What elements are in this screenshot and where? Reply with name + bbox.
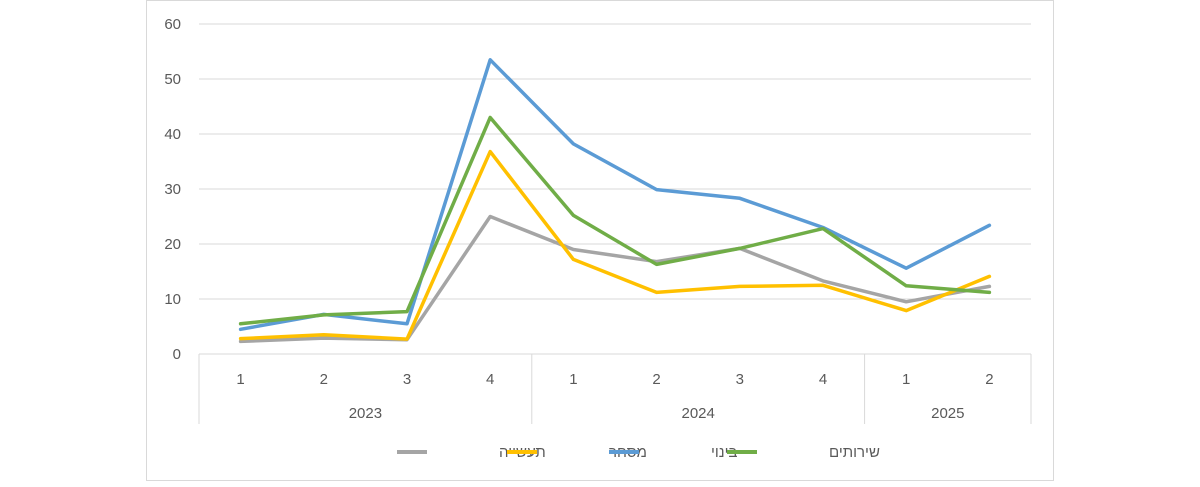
y-axis: 0 10 20 30 40 50 60	[164, 16, 181, 363]
y-tick-label: 40	[164, 126, 181, 143]
y-tick-label: 20	[164, 236, 181, 253]
gridlines	[199, 23, 1031, 355]
y-tick-label: 60	[164, 16, 181, 33]
y-tick-label: 0	[173, 346, 181, 363]
series-lines	[238, 58, 992, 344]
series-line	[238, 214, 992, 344]
legend-label: שירותים	[829, 444, 880, 461]
series-line	[238, 149, 992, 341]
x-tick-label: 4	[486, 371, 494, 388]
x-tick-label: 1	[569, 371, 577, 388]
x-tick-label: 1	[902, 371, 910, 388]
x-tick-label: 4	[819, 371, 827, 388]
x-tick-label: 2	[652, 371, 660, 388]
legend-label: בינוי	[711, 444, 738, 461]
series-line	[238, 58, 992, 332]
x-tick-label: 3	[736, 371, 744, 388]
y-tick-label: 50	[164, 71, 181, 88]
y-tick-label: 10	[164, 291, 181, 308]
x-tick-label: 2	[320, 371, 328, 388]
legend-item: בינוי	[609, 444, 738, 461]
x-tick-label: 1	[236, 371, 244, 388]
x-tick-label: 2	[985, 371, 993, 388]
year-group-label: 2025	[931, 405, 964, 422]
series-line	[238, 115, 992, 326]
y-tick-label: 30	[164, 181, 181, 198]
x-axis: 1 2 3 4 1 2 3 4 1 2 2023 2024 2025	[198, 354, 1032, 424]
year-group-label: 2024	[682, 405, 715, 422]
legend-item: שירותים	[727, 444, 880, 461]
legend: תעשייהמסחרבינוישירותים	[397, 444, 880, 461]
x-tick-label: 3	[403, 371, 411, 388]
year-group-label: 2023	[349, 405, 382, 422]
